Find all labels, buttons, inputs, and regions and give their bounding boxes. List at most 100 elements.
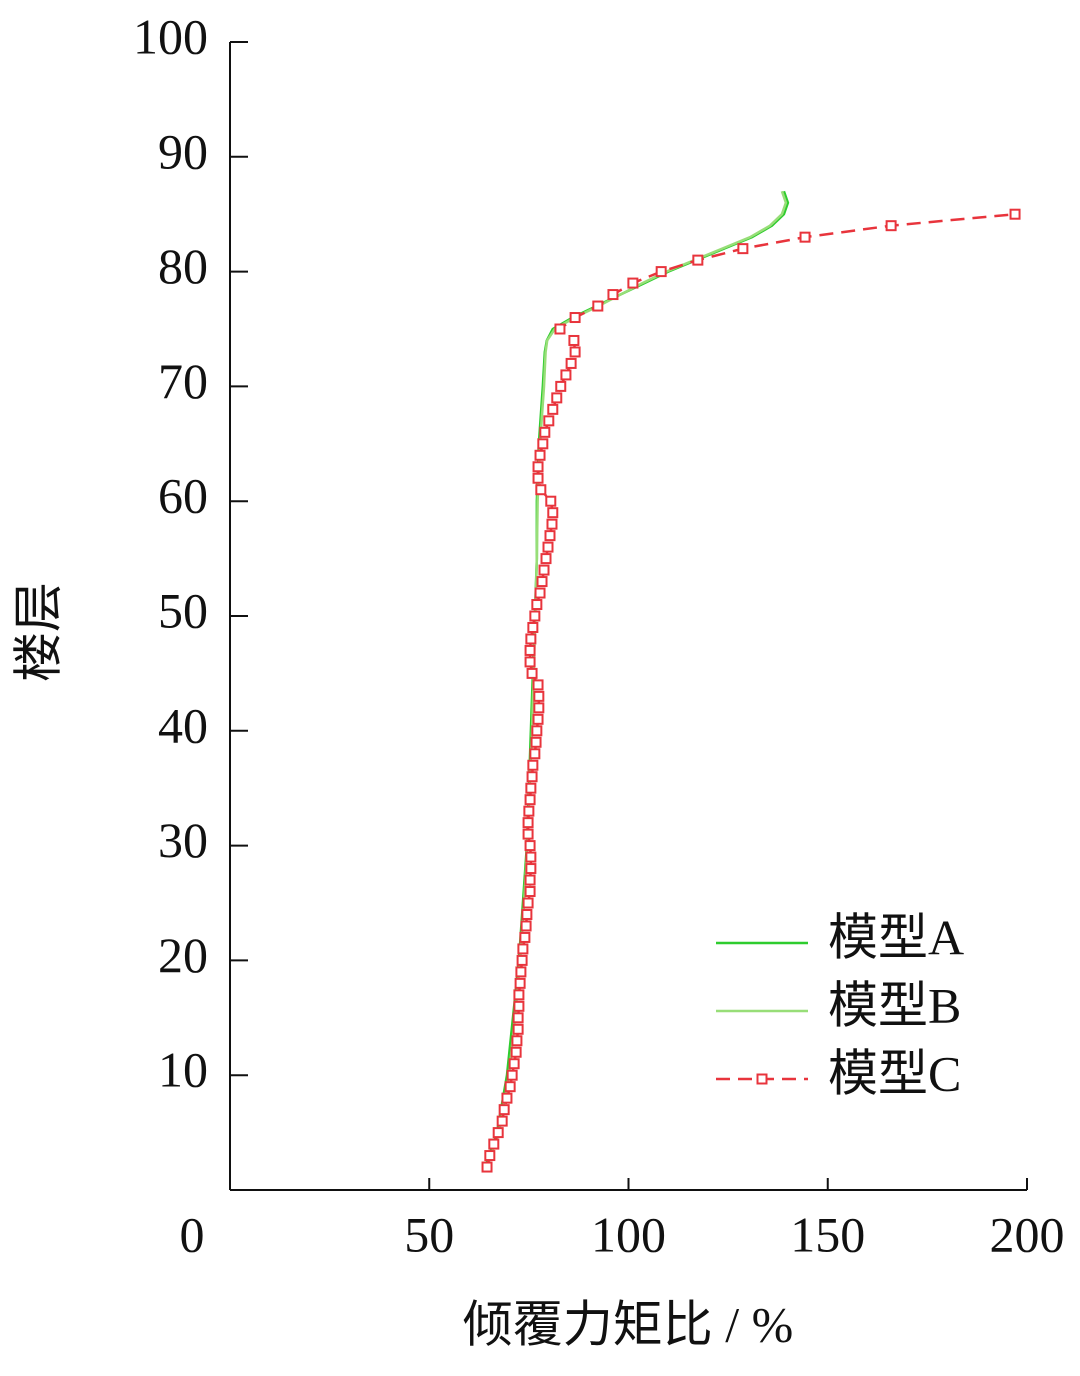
- data-point: [799, 231, 811, 243]
- data-point: [532, 472, 544, 484]
- y-tick-label: 90: [158, 123, 208, 179]
- x-axis-label: 倾覆力矩比 / %: [463, 1296, 794, 1352]
- data-point: [524, 644, 536, 656]
- data-point: [524, 656, 536, 668]
- data-point: [530, 736, 542, 748]
- data-point: [522, 897, 534, 909]
- y-axis-label: 楼层: [10, 582, 66, 682]
- legend-marker: [756, 1073, 768, 1085]
- data-point: [522, 817, 534, 829]
- data-point: [532, 679, 544, 691]
- data-point: [534, 449, 546, 461]
- data-point: [524, 794, 536, 806]
- data-point: [555, 380, 567, 392]
- data-point: [525, 863, 537, 875]
- data-point: [533, 690, 545, 702]
- data-point: [592, 300, 604, 312]
- data-point: [513, 989, 525, 1001]
- data-point: [501, 1092, 513, 1104]
- data-point: [535, 484, 547, 496]
- data-point: [533, 702, 545, 714]
- data-point: [655, 266, 667, 278]
- y-tick-label: 50: [158, 582, 208, 638]
- data-point: [545, 495, 557, 507]
- data-point: [498, 1104, 510, 1116]
- data-point: [540, 553, 552, 565]
- data-point: [627, 277, 639, 289]
- data-point: [515, 966, 527, 978]
- data-point: [532, 713, 544, 725]
- data-point: [506, 1069, 518, 1081]
- data-point: [525, 782, 537, 794]
- data-point: [537, 438, 549, 450]
- data-point: [554, 323, 566, 335]
- data-point: [524, 840, 536, 852]
- data-point: [526, 771, 538, 783]
- data-point: [484, 1150, 496, 1162]
- y-tick-label: 70: [158, 353, 208, 409]
- data-point: [524, 874, 536, 886]
- data-point: [508, 1058, 520, 1070]
- data-point: [496, 1115, 508, 1127]
- y-tick-label: 60: [158, 468, 208, 524]
- data-point: [534, 587, 546, 599]
- x-tick-label: 100: [591, 1206, 666, 1262]
- data-point: [547, 403, 559, 415]
- data-point: [520, 920, 532, 932]
- data-point: [568, 334, 580, 346]
- data-point: [512, 1012, 524, 1024]
- data-point: [481, 1161, 493, 1173]
- data-point: [607, 289, 619, 301]
- data-point: [531, 725, 543, 737]
- data-point: [692, 254, 704, 266]
- y-tick-label: 30: [158, 812, 208, 868]
- data-point: [516, 954, 528, 966]
- data-point: [565, 357, 577, 369]
- series-line: [483, 190, 790, 1168]
- data-point: [532, 461, 544, 473]
- data-point: [1009, 208, 1021, 220]
- x-tick-label: 200: [990, 1206, 1065, 1262]
- data-point: [512, 1023, 524, 1035]
- data-point: [551, 392, 563, 404]
- legend-label: 模型A: [828, 909, 964, 965]
- x-tick-label: 50: [404, 1206, 454, 1262]
- data-point: [885, 220, 897, 232]
- data-point: [525, 851, 537, 863]
- data-point: [539, 426, 551, 438]
- data-point: [519, 931, 531, 943]
- data-point: [525, 633, 537, 645]
- data-point: [526, 667, 538, 679]
- y-tick-label: 10: [158, 1042, 208, 1098]
- data-point: [538, 564, 550, 576]
- data-point: [527, 759, 539, 771]
- data-point: [546, 518, 558, 530]
- data-point: [529, 610, 541, 622]
- data-point: [521, 908, 533, 920]
- data-point: [504, 1081, 516, 1093]
- legend-label: 模型B: [828, 977, 961, 1033]
- data-point: [569, 312, 581, 324]
- data-point: [517, 943, 529, 955]
- x-tick-label: 0: [180, 1206, 205, 1262]
- data-point: [544, 530, 556, 542]
- data-point: [524, 886, 536, 898]
- data-point: [560, 369, 572, 381]
- data-point: [527, 621, 539, 633]
- data-point: [492, 1127, 504, 1139]
- data-point: [510, 1046, 522, 1058]
- data-point: [514, 977, 526, 989]
- data-point: [536, 576, 548, 588]
- data-point: [513, 1000, 525, 1012]
- data-point: [522, 828, 534, 840]
- data-point: [547, 507, 559, 519]
- data-point: [531, 599, 543, 611]
- y-tick-label: 100: [133, 8, 208, 64]
- x-tick-label: 150: [790, 1206, 865, 1262]
- data-point: [529, 748, 541, 760]
- data-point: [511, 1035, 523, 1047]
- y-tick-label: 40: [158, 697, 208, 753]
- data-point: [488, 1138, 500, 1150]
- legend-label: 模型C: [828, 1045, 961, 1101]
